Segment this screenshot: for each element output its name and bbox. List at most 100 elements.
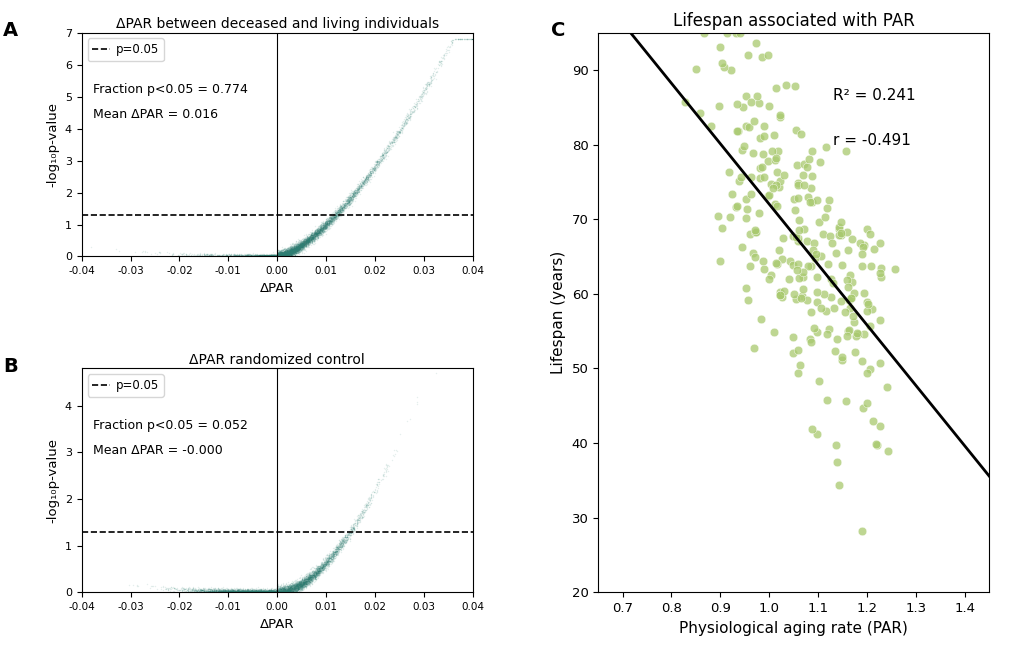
Point (256, 585, 272, 595)
Point (296, 575, 312, 585)
Point (266, 251, 282, 261)
Point (270, 587, 286, 598)
Point (226, 587, 243, 597)
Point (242, 587, 258, 597)
Point (250, 250, 266, 260)
Point (421, 77, 437, 88)
Point (335, 202, 352, 212)
Point (280, 251, 297, 262)
Point (246, 587, 262, 598)
Point (324, 213, 340, 223)
Point (271, 251, 287, 262)
Point (242, 587, 258, 598)
Point (226, 585, 243, 596)
Point (256, 587, 272, 598)
Point (281, 247, 298, 258)
Point (269, 587, 285, 598)
Point (286, 243, 303, 254)
Point (319, 219, 335, 229)
Point (264, 587, 280, 597)
Point (267, 251, 283, 262)
Point (237, 587, 254, 597)
Point (216, 251, 232, 261)
Point (249, 587, 265, 598)
Point (432, 61, 448, 71)
Point (259, 587, 275, 598)
Point (296, 236, 312, 247)
Point (306, 230, 322, 241)
Point (330, 207, 346, 217)
Point (301, 234, 317, 245)
Point (239, 587, 256, 598)
Point (324, 552, 340, 562)
Point (298, 234, 314, 245)
Point (283, 585, 300, 595)
Point (275, 251, 291, 262)
Point (268, 251, 284, 262)
Point (348, 516, 365, 526)
Point (178, 583, 195, 594)
Point (272, 251, 288, 261)
Point (329, 212, 345, 222)
Point (334, 539, 351, 549)
Point (280, 248, 297, 258)
Point (282, 243, 299, 254)
Point (269, 251, 285, 262)
Point (268, 251, 284, 262)
Point (289, 579, 306, 590)
Point (296, 577, 312, 588)
Point (226, 587, 243, 598)
Point (283, 581, 300, 592)
Point (296, 234, 312, 244)
Point (323, 216, 339, 227)
Point (297, 236, 313, 246)
Point (275, 251, 291, 262)
Point (370, 157, 386, 167)
Point (309, 227, 325, 238)
Point (353, 181, 369, 191)
Point (230, 587, 247, 598)
Point (277, 587, 293, 598)
Point (401, 105, 418, 115)
Point (316, 555, 332, 566)
Point (292, 237, 309, 247)
Point (237, 587, 254, 598)
Point (348, 187, 365, 198)
Point (304, 230, 320, 241)
Point (314, 225, 330, 235)
Point (354, 508, 370, 518)
Point (232, 587, 249, 597)
Point (260, 251, 276, 262)
Point (293, 580, 310, 590)
Point (233, 251, 250, 261)
Point (264, 251, 280, 261)
Point (291, 241, 308, 251)
Point (249, 587, 265, 598)
Point (237, 587, 254, 597)
Point (306, 228, 322, 238)
Point (296, 577, 312, 587)
Point (315, 562, 331, 573)
Point (308, 229, 324, 240)
Point (307, 229, 323, 239)
Point (281, 248, 298, 258)
Point (304, 571, 320, 581)
Point (314, 227, 330, 237)
Point (264, 587, 280, 598)
Point (270, 250, 286, 260)
Point (247, 587, 263, 597)
Point (272, 251, 288, 262)
Point (210, 587, 226, 598)
Point (266, 251, 282, 262)
Point (289, 243, 306, 253)
Point (259, 250, 275, 260)
Point (248, 585, 264, 596)
Point (260, 585, 276, 596)
Point (209, 585, 225, 595)
Point (242, 587, 258, 598)
Point (277, 587, 293, 597)
Point (259, 586, 275, 596)
Point (305, 230, 321, 240)
Point (370, 473, 386, 484)
Point (217, 585, 233, 596)
